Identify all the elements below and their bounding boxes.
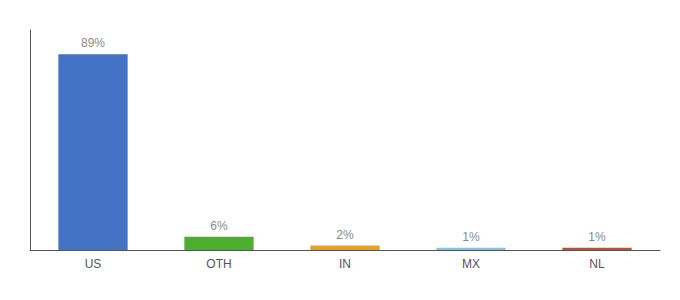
- svg-text:MX: MX: [462, 257, 480, 271]
- svg-text:US: US: [85, 257, 102, 271]
- svg-text:IN: IN: [339, 257, 351, 271]
- svg-text:89%: 89%: [81, 36, 105, 50]
- svg-text:1%: 1%: [588, 230, 606, 244]
- svg-text:6%: 6%: [210, 219, 228, 233]
- svg-text:OTH: OTH: [206, 257, 231, 271]
- svg-text:1%: 1%: [462, 230, 480, 244]
- svg-text:NL: NL: [589, 257, 605, 271]
- svg-text:2%: 2%: [336, 228, 354, 242]
